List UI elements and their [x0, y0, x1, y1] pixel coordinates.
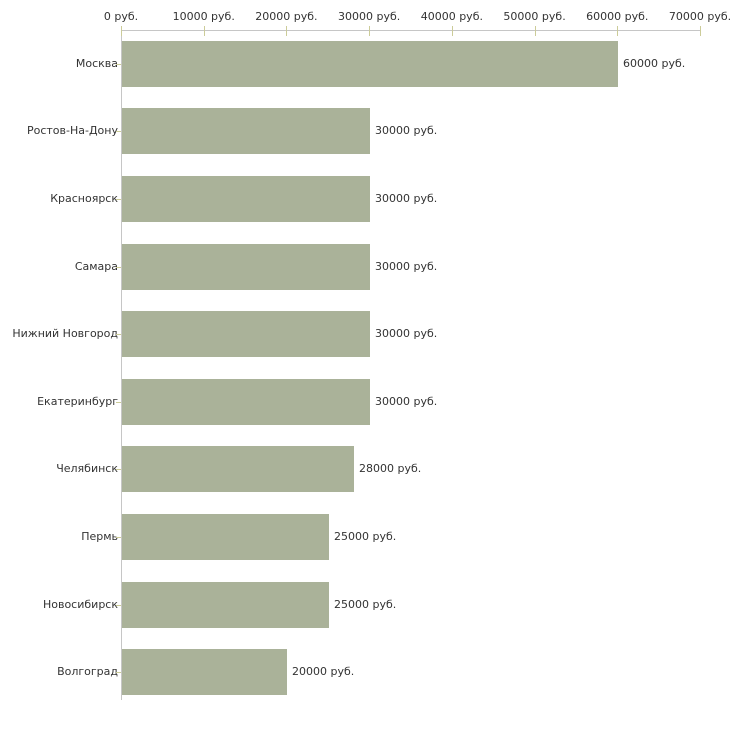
value-label: 20000 руб.	[292, 665, 355, 678]
x-axis-tick-label: 10000 руб.	[172, 10, 235, 23]
x-axis-tick-mark	[617, 26, 619, 36]
value-label: 25000 руб.	[334, 598, 397, 611]
value-label: 28000 руб.	[359, 462, 422, 475]
category-label: Екатеринбург	[37, 395, 118, 408]
y-axis-line	[121, 30, 122, 700]
category-label: Новосибирск	[42, 598, 118, 611]
category-label: Нижний Новгород	[12, 327, 118, 340]
x-axis-tick-mark	[121, 26, 122, 36]
bar	[122, 244, 370, 290]
value-label: 30000 руб.	[375, 327, 438, 340]
value-label: 30000 руб.	[375, 192, 438, 205]
x-axis-tick-label: 70000 руб.	[668, 10, 730, 23]
category-tick-mark	[116, 267, 121, 268]
x-axis-tick-label: 50000 руб.	[503, 10, 566, 23]
category-tick-mark	[116, 402, 121, 403]
value-label: 30000 руб.	[375, 124, 438, 137]
category-tick-mark	[116, 537, 121, 538]
bar	[122, 649, 287, 695]
category-tick-mark	[116, 469, 121, 470]
value-label: 30000 руб.	[375, 260, 438, 273]
x-axis-tick-mark	[203, 26, 205, 36]
x-axis-tick-label: 0 руб.	[103, 10, 139, 23]
value-label: 60000 руб.	[623, 57, 686, 70]
x-axis-tick-mark	[534, 26, 536, 36]
x-axis-tick-label: 20000 руб.	[255, 10, 318, 23]
category-label: Ростов-На-Дону	[26, 124, 118, 137]
category-tick-mark	[116, 199, 121, 200]
category-tick-mark	[116, 131, 121, 132]
category-tick-mark	[116, 605, 121, 606]
x-axis-line	[121, 30, 700, 31]
bar	[122, 514, 329, 560]
category-label: Красноярск	[50, 192, 118, 205]
value-label: 30000 руб.	[375, 395, 438, 408]
category-label: Челябинск	[56, 462, 118, 475]
value-label: 25000 руб.	[334, 530, 397, 543]
category-label: Самара	[74, 260, 118, 273]
category-tick-mark	[116, 64, 121, 65]
x-axis-tick-mark	[700, 26, 701, 36]
category-tick-mark	[116, 672, 121, 673]
x-axis-tick-mark	[286, 26, 288, 36]
x-axis-tick-label: 60000 руб.	[586, 10, 649, 23]
x-axis-tick-label: 40000 руб.	[420, 10, 483, 23]
category-label: Москва	[75, 57, 118, 70]
x-axis-tick-mark	[451, 26, 453, 36]
bar	[122, 108, 370, 154]
category-label: Волгоград	[57, 665, 118, 678]
bar	[122, 311, 370, 357]
bar	[122, 41, 618, 87]
x-axis-tick-label: 30000 руб.	[338, 10, 401, 23]
bar	[122, 446, 354, 492]
category-label: Пермь	[81, 530, 118, 543]
bar	[122, 379, 370, 425]
bar	[122, 176, 370, 222]
bar	[122, 582, 329, 628]
category-tick-mark	[116, 334, 121, 335]
x-axis-tick-mark	[369, 26, 371, 36]
